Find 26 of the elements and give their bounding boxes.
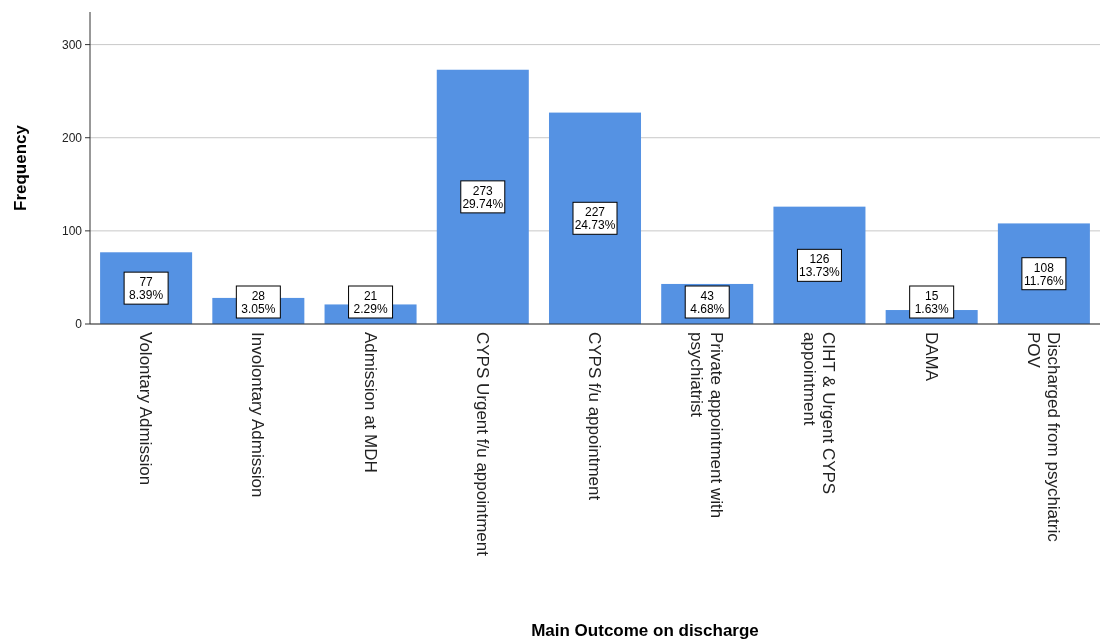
data-label: 227 24.73% xyxy=(574,205,616,233)
x-axis-title: Main Outcome on discharge xyxy=(531,621,759,640)
data-label: 43 4.68% xyxy=(690,289,725,316)
y-tick-label: 300 xyxy=(61,37,83,52)
data-label: 126 13.73% xyxy=(799,252,841,280)
x-tick-label: Admission at MDH xyxy=(360,332,380,473)
data-label: 77 8.39% xyxy=(129,275,164,303)
x-tick-label: Volontary Admission xyxy=(136,332,156,486)
data-label: 28 3.05% xyxy=(241,289,276,316)
x-tick-label: CYPS Urgent f/u appointment xyxy=(472,332,492,557)
x-tick-label: CIHT & Urgent CYPS appointment xyxy=(799,332,839,495)
bar xyxy=(548,112,642,324)
data-label: 15 1.63% xyxy=(914,289,950,316)
x-tick-label: Discharged from psychiatric POV xyxy=(1023,332,1063,543)
data-label: 108 11.76% xyxy=(1023,260,1065,288)
y-tick-label: 0 xyxy=(75,317,83,332)
x-tick-label: CYPS f/u appointment xyxy=(585,332,605,501)
y-tick-label: 100 xyxy=(61,224,83,239)
data-label: 21 2.29% xyxy=(353,289,388,316)
x-tick-label: Involontary Admission xyxy=(248,332,268,498)
x-tick-label: DAMA xyxy=(921,332,941,382)
data-label: 273 29.74% xyxy=(462,183,504,211)
bar xyxy=(436,69,529,324)
y-tick-label: 200 xyxy=(61,130,83,145)
y-axis-title: Frequency xyxy=(11,124,30,211)
x-tick-label: Private appointment with psychiatrist xyxy=(687,332,727,519)
